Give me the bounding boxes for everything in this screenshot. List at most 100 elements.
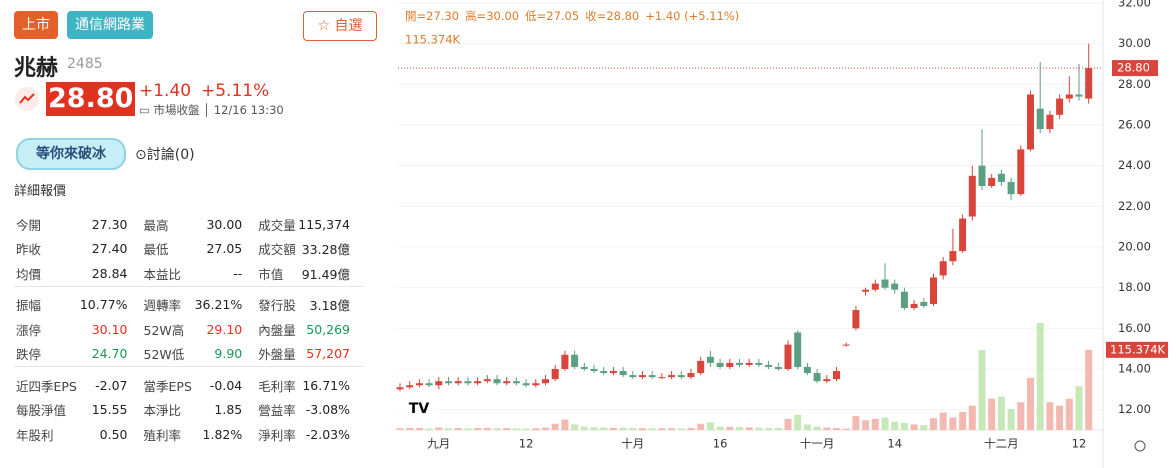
volume-bar (609, 427, 617, 430)
key: 昨收 (16, 242, 42, 258)
candle-body (736, 362, 743, 365)
candle-body (813, 373, 821, 382)
y-tick-label: 14.00 (1118, 362, 1151, 376)
watch-label: 自選 (334, 18, 363, 34)
val: 27.40 (91, 241, 128, 257)
candle-body (532, 383, 540, 386)
candle-body (716, 362, 724, 367)
candle-body (639, 375, 646, 378)
row: 年股利 0.50 殖利率 1.82% 淨利率 -2.03% (14, 422, 364, 447)
trend-icon (15, 87, 39, 111)
x-tick-label: 16 (713, 437, 728, 451)
candle-body (551, 369, 559, 380)
volume-bar (658, 428, 666, 430)
candle-body (920, 301, 928, 306)
volume-bar (1036, 323, 1044, 430)
volume-bar (415, 428, 423, 430)
candle-body (1036, 108, 1044, 130)
chart: TV 12.00 14.00 16.00 18.00 20.00 22.00 24.00 26… (396, 0, 1168, 468)
key: 振幅 (16, 298, 42, 314)
candle-body (930, 277, 937, 304)
volume-bar (522, 428, 530, 430)
candle-body (706, 356, 714, 363)
val: 3.18億 (309, 298, 350, 314)
volume-bar (1017, 402, 1025, 430)
candle-body (687, 373, 695, 378)
volume-bar (1056, 405, 1064, 430)
x-tick-label: 十月 (621, 437, 644, 451)
candle-body (600, 371, 608, 374)
val: 50,269 (306, 321, 350, 337)
last-price-box (1112, 60, 1158, 77)
val: 57,207 (306, 346, 350, 362)
row: 跌停 24.70 52W低 9.90 外盤量 57,207 (14, 342, 364, 367)
candle-body (668, 375, 676, 378)
val: -3.08% (305, 402, 350, 418)
key: 外盤量 (258, 347, 296, 363)
candle-body (891, 283, 899, 290)
industry-tag[interactable]: 通信網路業 (67, 11, 153, 39)
row: 近四季EPS -2.07 當季EPS -0.04 毛利率 16.71% (14, 373, 364, 398)
volume-bar (532, 428, 540, 430)
y-tick-label: 12.00 (1118, 402, 1151, 416)
market-tag[interactable]: 上市 (14, 11, 58, 39)
volume-bar (949, 417, 957, 430)
discuss[interactable]: ⊙討論(0) (135, 147, 195, 163)
y-tick-label: 28.00 (1118, 77, 1151, 91)
x-tick-label: 十一月 (800, 437, 835, 451)
row: 今開 27.30 最高 30.00 成交量 115,374 (14, 212, 364, 237)
row: 昨收 27.40 最低 27.05 成交額 33.28億 (14, 237, 364, 262)
candle-body (629, 375, 637, 378)
key: 市值 (258, 266, 284, 282)
volume-bar (464, 428, 472, 430)
val: 24.70 (91, 346, 128, 362)
val: 0.50 (99, 426, 128, 442)
val: 1.85 (214, 402, 243, 418)
candle-body (726, 362, 734, 367)
legend-item: 收=28.80 (585, 9, 639, 23)
candle-body (1027, 94, 1034, 150)
logo (404, 398, 434, 420)
volume-bar (862, 420, 870, 430)
volume-bar (512, 428, 520, 430)
volume-bar (891, 421, 899, 430)
legend-item: 低=27.05 (525, 9, 579, 23)
candle-body (512, 381, 520, 384)
volume-bar (755, 427, 763, 430)
volume-bar (454, 427, 462, 430)
candle-body (493, 379, 501, 384)
candle-body (1046, 114, 1054, 130)
candle-body (396, 387, 404, 390)
key: 成交額 (258, 242, 296, 258)
val: 9.90 (214, 346, 243, 362)
val: 33.28億 (301, 242, 350, 258)
key: 近四季EPS (16, 378, 77, 394)
volume-legend: 115.374K (405, 33, 461, 47)
val: 10.77% (79, 297, 128, 313)
candle-body (842, 344, 850, 346)
key: 淨利率 (258, 427, 296, 443)
candle-body (755, 362, 763, 365)
candle-body (939, 261, 947, 276)
badge[interactable]: 等你來破冰 (16, 138, 126, 170)
volume-bar (784, 418, 792, 430)
candle-body (1065, 94, 1073, 99)
key: 當季EPS (143, 378, 192, 394)
candle-body (765, 364, 773, 367)
volume-bar (619, 427, 627, 430)
candle-body (503, 381, 511, 384)
y-tick-label: 24.00 (1118, 158, 1151, 172)
stock-code: 2485 (67, 56, 103, 72)
row: 振幅 10.77% 週轉率 36.21% 發行股 3.18億 (14, 293, 364, 318)
key: 本淨比 (143, 403, 182, 419)
volume-bar (997, 396, 1005, 430)
quote-table: 今開 27.30 最高 30.00 成交量 115,374 昨收 27.40 最低 27.05 成… (14, 212, 364, 447)
watch-button[interactable]: ☆ 自選 (303, 11, 377, 41)
row: 每股淨值 15.55 本淨比 1.85 營益率 -3.08% (14, 398, 364, 423)
settings-icon[interactable] (1134, 440, 1146, 452)
candle-body (415, 383, 423, 386)
last-price-label: 28.80 (1117, 61, 1150, 75)
candle-body (949, 251, 957, 262)
y-tick-label: 26.00 (1118, 118, 1151, 132)
